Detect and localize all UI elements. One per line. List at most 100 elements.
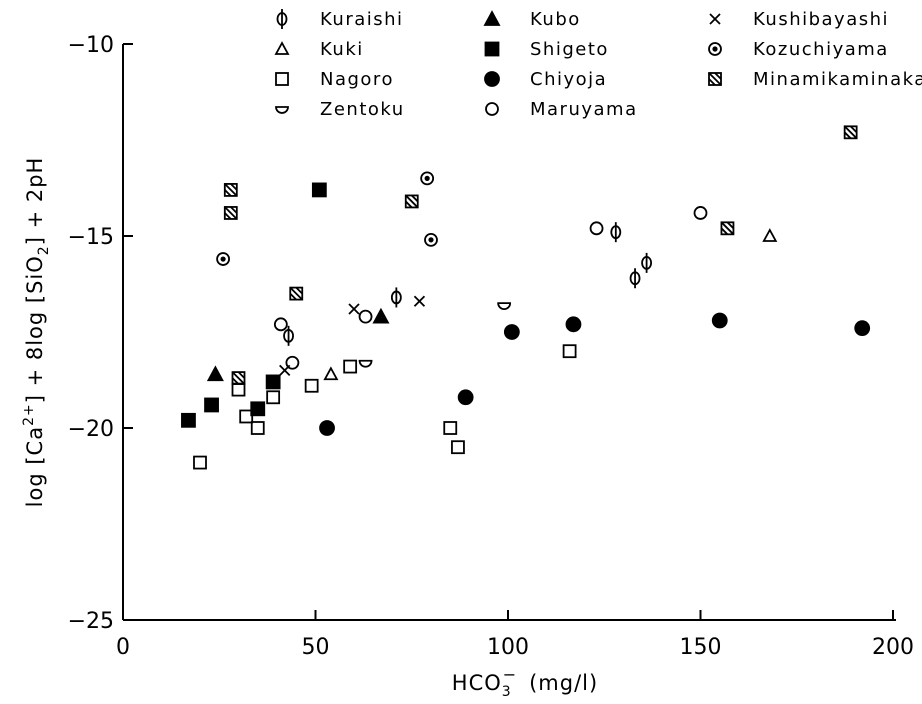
data-point xyxy=(711,312,728,329)
legend-marker xyxy=(485,102,499,116)
x-tick-label: 100 xyxy=(487,635,529,660)
legend-marker xyxy=(484,41,500,57)
legend-marker xyxy=(484,71,500,87)
data-point xyxy=(457,389,474,406)
data-point xyxy=(565,316,582,333)
data-point xyxy=(311,182,327,198)
series-kuraishi xyxy=(283,222,652,346)
data-point xyxy=(762,228,778,242)
data-point xyxy=(443,421,458,435)
data-point xyxy=(285,355,300,370)
legend-label: Kushibayashi xyxy=(753,9,889,30)
legend-item-shigeto: Shigeto xyxy=(484,39,609,60)
data-point xyxy=(181,412,196,428)
x-tick-label: 0 xyxy=(116,635,130,660)
data-point xyxy=(589,221,604,236)
legend-label: Shigeto xyxy=(530,39,609,60)
data-point xyxy=(343,359,358,374)
legend: Kuraishi Kuki Nagoro Zentoku Kubo Shigeto Chiy… xyxy=(274,9,922,120)
data-point xyxy=(404,194,419,209)
data-point xyxy=(216,252,231,266)
legend-item-maruyama: Maruyama xyxy=(485,99,638,120)
data-point xyxy=(250,401,266,417)
data-point xyxy=(562,344,577,359)
series-kushibayashi xyxy=(279,295,426,377)
legend-marker xyxy=(483,10,501,26)
data-point xyxy=(424,232,438,247)
legend-marker xyxy=(708,42,722,56)
legend-item-chiyoja: Chiyoja xyxy=(484,69,607,90)
legend-label: Kuki xyxy=(320,39,364,60)
legend-item-kuraishi: Kuraishi xyxy=(276,9,404,30)
data-point xyxy=(193,455,207,470)
y-tick-label: −25 xyxy=(68,609,114,634)
legend-label: Kuraishi xyxy=(320,9,404,30)
legend-item-zentoku: Zentoku xyxy=(275,99,405,120)
data-point xyxy=(503,324,520,340)
axes xyxy=(122,44,896,621)
data-point xyxy=(629,268,641,289)
series-zentoku xyxy=(358,302,512,368)
x-tick-label: 200 xyxy=(872,635,914,660)
data-point xyxy=(289,286,304,301)
data-point xyxy=(239,409,254,424)
data-point xyxy=(319,420,335,436)
data-point xyxy=(610,222,622,243)
legend-label: Maruyama xyxy=(530,99,638,120)
legend-label: Kozuchiyama xyxy=(753,39,889,60)
data-point xyxy=(348,303,360,315)
legend-label: Chiyoja xyxy=(530,69,607,90)
data-point xyxy=(390,287,402,308)
y-axis-title: log [Ca2+] + 8log [SiO2] + 2pH xyxy=(21,157,52,508)
legend-item-kuki: Kuki xyxy=(274,39,364,60)
data-point xyxy=(420,171,435,186)
legend-marker xyxy=(275,106,289,114)
series-minamikaminaka xyxy=(223,125,858,385)
series-chiyoja xyxy=(319,312,871,436)
data-point xyxy=(266,390,281,405)
x-tick-label: 150 xyxy=(680,635,722,660)
legend-label: Minamikaminaka xyxy=(753,69,922,90)
data-point xyxy=(358,309,373,324)
legend-marker xyxy=(275,72,289,86)
legend-marker xyxy=(708,72,722,86)
data-point xyxy=(231,382,246,397)
data-point xyxy=(843,125,858,140)
legend-label: Zentoku xyxy=(320,99,405,120)
data-point xyxy=(250,421,265,435)
legend-marker xyxy=(276,9,288,29)
data-point xyxy=(693,206,708,220)
data-point xyxy=(283,325,294,346)
legend-item-kozuchiyama: Kozuchiyama xyxy=(708,39,889,60)
data-point xyxy=(204,397,219,413)
data-point xyxy=(265,374,281,390)
ticks: 0 50 100 150 200 −10 −15 −20 −25 xyxy=(68,33,914,660)
data-point xyxy=(279,364,291,377)
legend-item-minamikaminaka: Minamikaminaka xyxy=(708,69,922,90)
data-point xyxy=(854,320,871,337)
series-kozuchiyama xyxy=(216,171,438,266)
data-point xyxy=(206,365,224,382)
data-point xyxy=(720,221,735,236)
legend-label: Nagoro xyxy=(320,69,394,90)
data-point xyxy=(223,206,238,220)
x-axis-title: HCO3− (mg/l) xyxy=(452,665,598,700)
legend-label: Kubo xyxy=(530,9,581,30)
y-tick-label: −15 xyxy=(68,225,114,250)
data-point xyxy=(413,295,426,307)
series-maruyama xyxy=(273,206,708,370)
data-point xyxy=(223,183,238,197)
data-point xyxy=(497,302,512,311)
data-point xyxy=(451,440,465,455)
series-kuki xyxy=(323,228,778,381)
y-tick-label: −10 xyxy=(68,33,114,58)
series-kubo xyxy=(206,307,390,382)
series-nagoro xyxy=(193,344,577,470)
legend-item-kubo: Kubo xyxy=(483,9,581,30)
data-point xyxy=(323,366,339,381)
data-point xyxy=(273,317,288,332)
data-point xyxy=(641,252,652,273)
y-tick-label: −20 xyxy=(68,417,114,442)
legend-item-kushibayashi: Kushibayashi xyxy=(709,9,889,30)
